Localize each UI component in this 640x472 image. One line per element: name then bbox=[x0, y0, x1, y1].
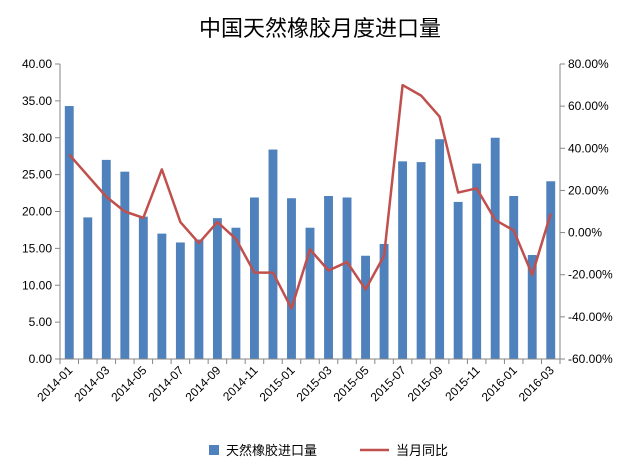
legend-line-label: 当月同比 bbox=[396, 444, 448, 459]
y-left-tick-label: 40.00 bbox=[22, 57, 52, 71]
bar bbox=[546, 181, 556, 359]
bar bbox=[64, 106, 74, 359]
x-tick-label: 2016-01 bbox=[479, 363, 520, 404]
bar bbox=[157, 233, 167, 359]
y-left-tick-label: 20.00 bbox=[22, 205, 52, 219]
y-right-tick-label: 60.00% bbox=[568, 99, 609, 113]
bar bbox=[398, 161, 408, 359]
y-right-tick-label: -20.00% bbox=[568, 268, 613, 282]
y-right-tick-label: 0.00% bbox=[568, 226, 602, 240]
bar bbox=[287, 198, 296, 359]
x-tick-label: 2015-03 bbox=[294, 363, 335, 404]
x-tick-label: 2016-03 bbox=[516, 363, 557, 404]
x-tick-label: 2014-05 bbox=[108, 363, 149, 404]
bar bbox=[268, 149, 278, 359]
bar bbox=[101, 159, 111, 359]
bar bbox=[120, 171, 130, 359]
bar bbox=[138, 216, 148, 359]
x-tick-label: 2015-05 bbox=[331, 363, 372, 404]
bar bbox=[305, 227, 315, 359]
bar bbox=[342, 197, 352, 359]
x-tick-label: 2014-11 bbox=[220, 363, 261, 404]
bar bbox=[175, 242, 185, 359]
y-right-tick-label: -40.00% bbox=[568, 310, 613, 324]
y-left-tick-label: 5.00 bbox=[29, 315, 53, 329]
line-series-yoy bbox=[68, 83, 552, 310]
plot-area: 0.00 5.00 10.00 15.00 20.00 25.00 30.00 35.00 40… bbox=[22, 57, 613, 404]
x-tick-label: 2015-07 bbox=[368, 363, 409, 404]
x-tick-label: 2015-09 bbox=[405, 363, 446, 404]
bar bbox=[361, 255, 370, 359]
y-left-tick-label: 10.00 bbox=[22, 278, 52, 292]
bar bbox=[379, 243, 389, 359]
y-left-tick-label: 15.00 bbox=[22, 241, 52, 255]
y-right-tick-label: -60.00% bbox=[568, 352, 613, 366]
y-right-tick-label: 20.00% bbox=[568, 183, 609, 197]
legend: 天然橡胶进口量 当月同比 bbox=[209, 443, 448, 459]
bar bbox=[231, 227, 241, 359]
y-left-tick-label: 25.00 bbox=[22, 168, 52, 182]
bar bbox=[83, 217, 93, 359]
bar bbox=[453, 201, 463, 359]
x-tick-label: 2015-01 bbox=[257, 363, 298, 404]
legend-bar-swatch bbox=[209, 445, 219, 455]
chart-title: 中国天然橡胶月度进口量 bbox=[199, 17, 441, 42]
bar bbox=[435, 139, 445, 359]
x-tick-label: 2014-03 bbox=[71, 363, 112, 404]
bar bbox=[250, 197, 259, 359]
y-left-tick-label: 0.00 bbox=[29, 352, 53, 366]
y-left-tick-label: 35.00 bbox=[22, 94, 52, 108]
y-right-tick-label: 80.00% bbox=[568, 57, 609, 71]
bar bbox=[472, 163, 482, 359]
y-left-tick-label: 30.00 bbox=[22, 131, 52, 145]
legend-bar-label: 天然橡胶进口量 bbox=[226, 443, 317, 459]
bar bbox=[490, 137, 500, 359]
bar bbox=[509, 196, 519, 359]
y-right-tick-label: 40.00% bbox=[568, 141, 609, 155]
x-tick-label: 2014-01 bbox=[34, 363, 75, 404]
bar bbox=[194, 239, 204, 359]
x-tick-label: 2014-07 bbox=[145, 363, 186, 404]
x-tick-label: 2015-11 bbox=[442, 363, 483, 404]
x-tick-label: 2014-09 bbox=[182, 363, 223, 404]
bar bbox=[324, 196, 333, 359]
bar bbox=[212, 218, 222, 359]
bar bbox=[416, 162, 426, 359]
bar bbox=[527, 255, 537, 359]
